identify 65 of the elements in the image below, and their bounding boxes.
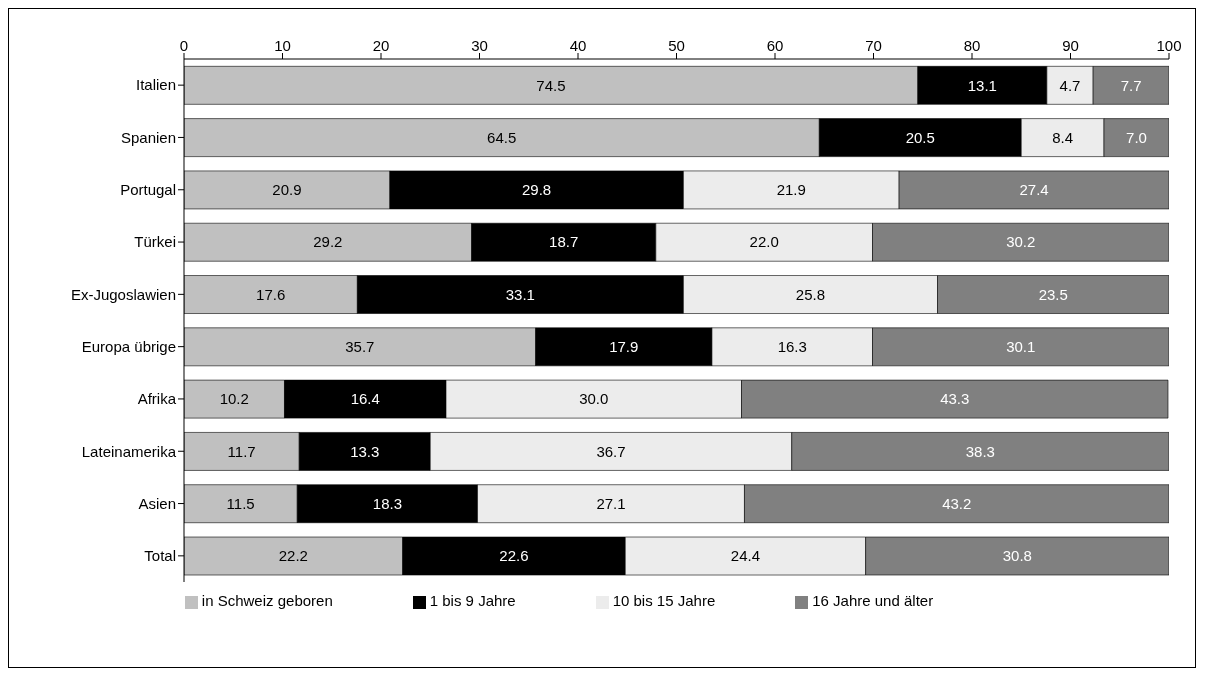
data-label: 30.1 (1006, 338, 1036, 356)
legend-label: 1 bis 9 Jahre (429, 592, 516, 609)
x-tick-label: 30 (471, 37, 488, 54)
data-label: 30.0 (579, 390, 609, 408)
x-tick-label: 90 (1062, 37, 1079, 54)
data-label: 29.8 (522, 181, 552, 199)
data-label: 7.7 (1120, 76, 1142, 94)
data-label: 43.2 (942, 494, 972, 512)
y-tick-label: Türkei (134, 233, 176, 251)
data-label: 25.8 (795, 285, 826, 303)
data-label: 74.5 (536, 76, 566, 94)
data-label: 30.2 (1006, 233, 1036, 251)
data-label: 17.6 (256, 285, 286, 303)
data-label: 21.9 (776, 181, 806, 199)
data-label: 22.6 (499, 547, 529, 565)
data-label: 17.9 (609, 338, 639, 356)
y-tick-label: Europa übrige (81, 337, 176, 355)
data-label: 27.4 (1019, 181, 1049, 199)
data-label: 7.0 (1126, 128, 1147, 146)
data-label: 23.5 (1038, 285, 1068, 303)
data-label: 13.1 (967, 76, 997, 94)
data-label: 38.3 (965, 442, 995, 460)
x-tick-label: 20 (372, 37, 390, 54)
data-label: 30.8 (1002, 547, 1032, 565)
data-label: 20.9 (272, 181, 302, 199)
data-label: 20.5 (905, 128, 935, 146)
x-tick-label: 70 (865, 37, 882, 54)
data-label: 24.4 (730, 547, 761, 565)
legend-label: 10 bis 15 Jahre (612, 592, 716, 609)
data-label: 13.3 (350, 442, 380, 460)
data-label: 27.1 (596, 494, 626, 512)
data-label: 43.3 (940, 390, 970, 408)
data-label: 4.7 (1059, 76, 1081, 94)
y-tick-label: Afrika (137, 390, 177, 408)
y-tick-label: Spanien (120, 128, 176, 146)
x-tick-label: 50 (668, 37, 685, 54)
data-label: 10.2 (219, 390, 249, 408)
y-tick-label: Ex-Jugoslawien (70, 285, 176, 303)
x-tick-label: 60 (766, 37, 784, 54)
y-tick-label: Italien (135, 76, 176, 94)
data-label: 18.3 (372, 494, 402, 512)
legend-label: in Schweiz geboren (201, 592, 333, 609)
y-tick-label: Lateinamerika (81, 442, 177, 460)
data-label: 11.7 (227, 442, 256, 460)
data-label: 22.2 (278, 547, 308, 565)
data-label: 29.2 (313, 233, 343, 251)
data-label: 18.7 (549, 233, 579, 251)
y-tick-label: Total (144, 547, 176, 565)
data-label: 22.0 (749, 233, 779, 251)
x-tick-label: 0 (179, 37, 189, 54)
x-tick-label: 40 (569, 37, 587, 54)
data-label: 16.4 (350, 390, 380, 408)
data-label: 36.7 (596, 442, 626, 460)
legend-label: 16 Jahre und älter (812, 592, 934, 609)
data-label: 8.4 (1052, 128, 1074, 146)
x-tick-label: 10 (274, 37, 291, 54)
y-tick-label: Portugal (120, 181, 176, 199)
x-tick-label: 100 (1156, 37, 1182, 54)
data-label: 33.1 (505, 285, 535, 303)
data-label: 35.7 (345, 338, 375, 356)
data-label: 16.3 (777, 338, 807, 356)
x-tick-label: 80 (963, 37, 981, 54)
y-tick-label: Asien (138, 494, 176, 512)
data-label: 64.5 (487, 128, 517, 146)
data-label: 11.5 (226, 494, 255, 512)
